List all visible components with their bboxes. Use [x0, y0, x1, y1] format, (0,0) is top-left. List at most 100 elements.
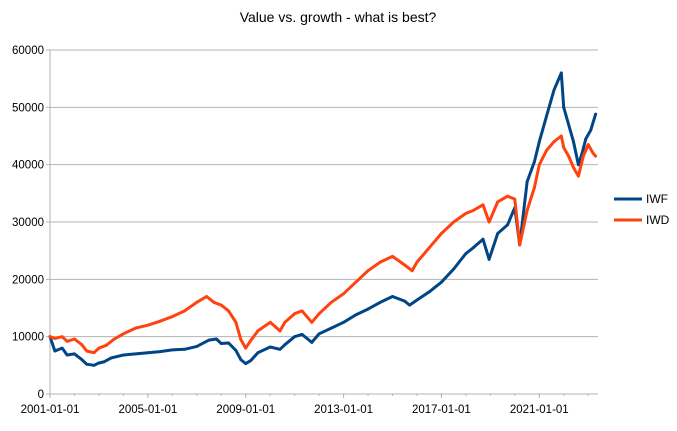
data-point-iwd	[403, 263, 407, 267]
data-point-iwf	[427, 290, 431, 294]
data-point-iwd	[48, 335, 52, 339]
data-point-iwf	[158, 350, 162, 353]
data-point-iwf	[134, 352, 138, 356]
data-point-iwd	[249, 339, 253, 343]
data-point-iwf	[317, 332, 321, 336]
data-point-iwf	[552, 88, 556, 92]
data-point-iwd	[496, 200, 500, 204]
data-point-iwf	[249, 359, 253, 363]
data-point-iwd	[572, 166, 575, 169]
data-point-iwd	[134, 326, 138, 330]
data-point-iwd	[366, 269, 370, 273]
data-point-iwf	[53, 349, 57, 353]
data-point-iwd	[525, 209, 529, 212]
data-point-iwd	[562, 146, 566, 149]
data-point-iwf	[244, 362, 248, 365]
data-point-iwd	[391, 255, 394, 258]
y-tick-label: 30000	[12, 217, 44, 229]
data-point-iwd	[227, 309, 231, 313]
data-point-iwf	[122, 353, 125, 357]
data-point-iwd	[60, 335, 64, 339]
data-point-iwd	[537, 163, 541, 167]
data-point-iwf	[589, 128, 593, 132]
data-point-iwd	[545, 148, 548, 152]
data-point-iwf	[464, 252, 468, 255]
data-point-iwf	[183, 347, 187, 351]
data-point-iwd	[212, 300, 216, 304]
x-tick-label: 2013-01-01	[314, 404, 373, 416]
data-point-iwf	[256, 351, 260, 355]
data-point-iwf	[354, 313, 358, 317]
data-point-iwf	[572, 140, 575, 144]
data-point-iwd	[268, 320, 272, 324]
data-point-iwd	[577, 174, 580, 178]
data-point-iwd	[283, 320, 287, 324]
data-point-iwd	[195, 300, 199, 304]
data-point-iwf	[378, 300, 382, 304]
legend-label-iwf: IWF	[646, 192, 668, 206]
axis-layer: 0 10000 20000 30000 40000 50000 60000 2001-01-0…	[12, 45, 598, 416]
data-point-iwf	[577, 163, 580, 167]
data-point-iwd	[427, 246, 431, 250]
y-tick-label: 60000	[12, 45, 44, 57]
data-point-iwf	[227, 341, 231, 345]
data-point-iwd	[481, 203, 485, 207]
x-tick-label: 2001-01-01	[21, 404, 80, 416]
data-point-iwd	[581, 154, 585, 158]
data-point-iwf	[594, 112, 597, 116]
chart-title: Value vs. growth - what is best?	[240, 9, 437, 25]
data-point-iwd	[552, 140, 556, 144]
data-point-iwd	[452, 220, 456, 224]
data-point-iwd	[440, 232, 443, 235]
data-point-iwd	[506, 194, 509, 198]
data-point-iwd	[183, 309, 187, 313]
data-point-iwf	[85, 362, 89, 366]
data-point-iwd	[513, 197, 517, 201]
data-point-iwf	[533, 160, 536, 164]
data-point-iwd	[487, 220, 491, 224]
data-point-iwf	[545, 114, 548, 118]
data-point-iwd	[317, 312, 321, 316]
data-point-iwf	[300, 333, 304, 336]
data-point-iwf	[60, 346, 64, 350]
data-point-iwd	[244, 346, 248, 350]
data-point-iwd	[158, 319, 162, 323]
data-point-iwd	[112, 338, 115, 341]
data-point-iwf	[415, 298, 419, 302]
data-point-iwf	[471, 246, 475, 250]
data-point-iwd	[559, 134, 563, 138]
data-point-iwf	[92, 363, 96, 367]
x-tick-label: 2017-01-01	[412, 404, 471, 416]
x-tick-label: 2005-01-01	[118, 404, 177, 416]
data-point-iwd	[219, 303, 223, 307]
data-point-iwd	[591, 151, 595, 155]
data-point-iwf	[391, 295, 394, 298]
y-tick-label: 50000	[12, 102, 44, 114]
data-point-iwd	[594, 154, 597, 158]
data-point-iwd	[73, 337, 76, 341]
data-point-iwd	[415, 260, 419, 264]
data-point-iwf	[170, 348, 174, 352]
data-point-iwd	[256, 329, 260, 333]
data-point-iwf	[215, 337, 218, 341]
data-point-iwf	[80, 358, 84, 361]
data-point-iwd	[378, 260, 382, 264]
data-point-iwd	[53, 337, 57, 340]
data-point-iwd	[239, 338, 243, 341]
data-point-iwf	[283, 343, 287, 347]
data-point-iwf	[496, 232, 500, 235]
y-tick-label: 40000	[12, 160, 44, 172]
data-point-iwf	[452, 267, 456, 271]
data-point-iwf	[146, 351, 150, 355]
data-point-iwd	[567, 154, 570, 158]
data-point-iwd	[170, 315, 174, 318]
data-point-iwf	[207, 338, 211, 342]
grid-layer	[50, 49, 598, 395]
data-point-iwd	[80, 343, 84, 347]
y-tick-label: 10000	[12, 332, 44, 344]
data-point-iwf	[562, 105, 566, 109]
data-point-iwf	[278, 347, 282, 351]
data-point-iwf	[537, 140, 541, 144]
series-line-iwf	[48, 71, 598, 367]
data-point-iwd	[122, 332, 125, 336]
